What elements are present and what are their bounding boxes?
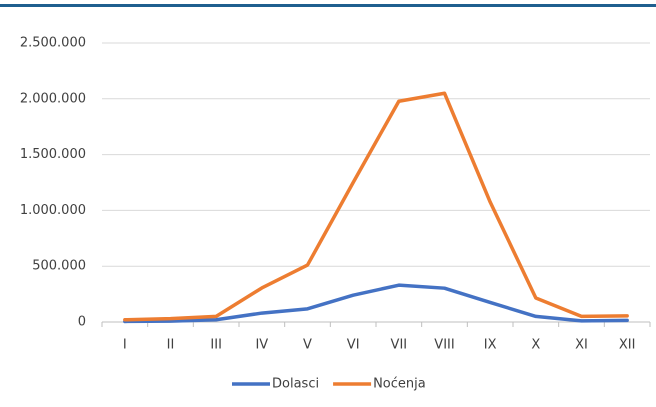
y-tick-label: 0 [78, 315, 86, 330]
top-border [0, 4, 656, 7]
x-tick-label: V [303, 338, 312, 353]
series-line [123, 283, 629, 324]
legend-label: Dolasci [272, 377, 319, 392]
y-tick-label: 1.000.000 [20, 203, 86, 218]
series-line [123, 91, 629, 322]
y-tick-label: 500.000 [32, 259, 86, 274]
y-tick-label: 2.500.000 [20, 36, 86, 51]
x-tick-label: XII [619, 338, 636, 353]
y-tick-label: 1.500.000 [20, 147, 86, 162]
x-tick-label: II [167, 338, 175, 353]
y-tick-label: 2.000.000 [20, 91, 86, 106]
x-tick-label: VIII [434, 338, 454, 353]
x-tick-label: I [123, 338, 127, 353]
x-tick-label: XI [575, 338, 588, 353]
x-tick-label: VI [347, 338, 360, 353]
x-tick-label: X [531, 338, 540, 353]
x-tick-label: VII [391, 338, 408, 353]
x-tick-label: III [210, 338, 222, 353]
legend-label: Noćenja [373, 377, 426, 392]
x-tick-label: IV [255, 338, 268, 353]
x-tick-label: IX [484, 338, 497, 353]
